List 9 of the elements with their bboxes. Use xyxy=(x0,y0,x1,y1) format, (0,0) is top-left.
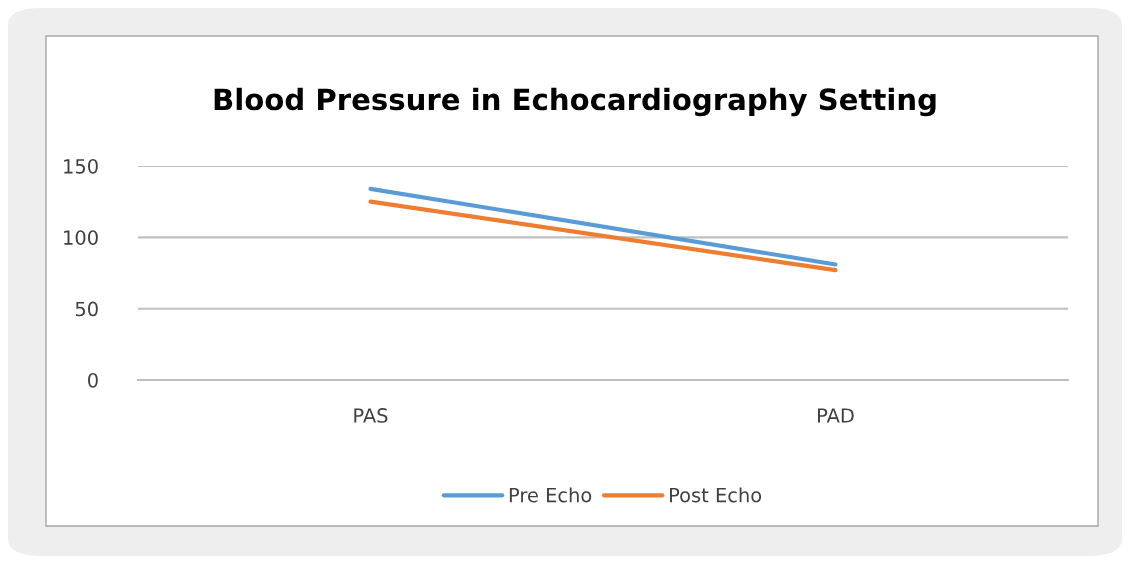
y-tick-label: 0 xyxy=(88,372,98,388)
legend-label: Pre Echo xyxy=(509,487,592,503)
y-tick-label: 150 xyxy=(64,158,98,174)
x-tick-label: PAS xyxy=(354,408,388,423)
y-tick-label: 50 xyxy=(75,301,98,317)
legend-label: Post Echo xyxy=(670,487,762,503)
y-tick-label: 100 xyxy=(64,230,98,245)
chart-title: Blood Pressure in Echocardiography Setting xyxy=(214,87,936,117)
x-tick-label: PAD xyxy=(818,408,854,423)
